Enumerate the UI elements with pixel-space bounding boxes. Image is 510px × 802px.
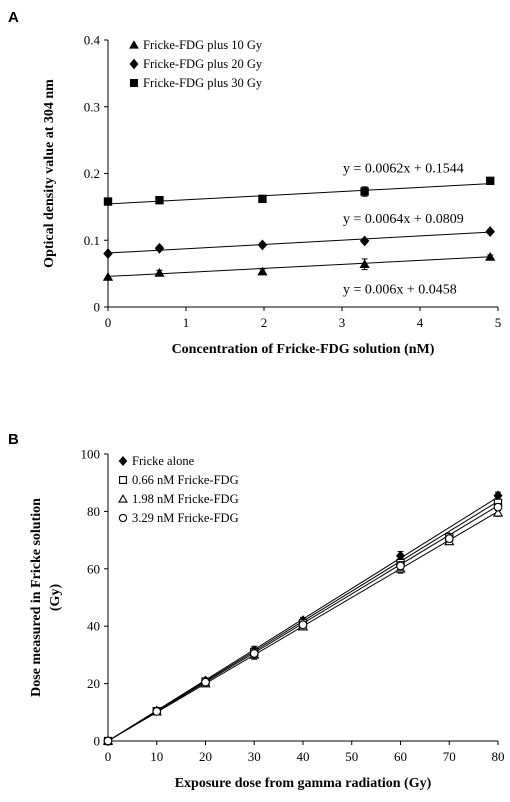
legend-item: Fricke-FDG plus 20 Gy <box>129 57 263 71</box>
y-tick-label: 0.3 <box>84 99 100 114</box>
data-point <box>152 707 162 716</box>
x-tick-label: 30 <box>248 749 261 764</box>
x-axis-label: Concentration of Fricke-FDG solution (nM… <box>172 342 435 357</box>
x-tick-label: 1 <box>183 315 190 330</box>
series-triangle: y = 0.006x + 0.0458 <box>102 251 496 298</box>
data-point <box>486 176 495 186</box>
y-axis-label: Optical density value at 304 nm <box>42 79 57 268</box>
legend-item: 3.29 nM Fricke-FDG <box>118 511 239 525</box>
data-point <box>103 197 113 206</box>
y-tick-label: 0.4 <box>84 33 101 48</box>
data-point <box>492 507 504 517</box>
y-axis-label: Dose measured in Fricke solution (Gy) <box>29 498 63 697</box>
y-tick-label: 0.1 <box>84 233 100 248</box>
legend-marker <box>129 40 139 49</box>
data-point <box>258 194 267 204</box>
legend-label: Fricke-FDG plus 10 Gy <box>143 38 263 52</box>
panel-label: B <box>8 431 19 448</box>
data-point <box>298 620 308 630</box>
y-tick-label: 100 <box>81 447 101 462</box>
data-point <box>257 266 268 276</box>
data-point <box>493 502 503 512</box>
y-tick-label: 80 <box>87 504 100 519</box>
x-tick-label: 2 <box>261 315 268 330</box>
x-tick-label: 80 <box>492 749 505 764</box>
data-point <box>444 534 454 544</box>
x-tick-label: 20 <box>199 749 212 764</box>
data-point <box>249 649 259 658</box>
x-tick-label: 3 <box>339 315 346 330</box>
data-point <box>485 251 496 261</box>
data-point <box>201 677 210 687</box>
x-tick-label: 50 <box>345 749 358 764</box>
legend-label: Fricke-FDG plus 30 Gy <box>143 76 263 90</box>
chart-panel-b: B 0 20 40 60 80 100 0 10 20 30 40 50 60 70 80 Exposure d… <box>8 431 505 791</box>
x-tick-label: 60 <box>394 749 407 764</box>
data-point <box>360 187 369 196</box>
x-tick-label: 70 <box>443 749 456 764</box>
data-point <box>103 248 113 260</box>
trend-equation: y = 0.0064x + 0.0809 <box>343 212 464 227</box>
legend-label: Fricke-FDG plus 20 Gy <box>143 57 263 71</box>
trend-equation: y = 0.006x + 0.0458 <box>343 283 457 298</box>
trend-line <box>107 231 491 254</box>
x-tick-label: 4 <box>417 315 424 330</box>
data-point <box>359 235 370 247</box>
legend-item: Fricke-FDG plus 10 Gy <box>129 38 263 52</box>
y-axis-label-line: (Gy) <box>48 584 63 612</box>
y-tick-label: 60 <box>87 561 100 576</box>
series-square: y = 0.0062x + 0.1544 <box>103 162 495 206</box>
legend-marker <box>130 79 138 87</box>
legend-label: 3.29 nM Fricke-FDG <box>132 511 239 525</box>
legend-marker <box>118 494 128 503</box>
trend-line <box>107 256 491 277</box>
x-axis-label: Exposure dose from gamma radiation (Gy) <box>175 776 432 791</box>
legend-marker <box>119 476 127 484</box>
x-tick-label: 10 <box>150 749 163 764</box>
x-tick-label: 40 <box>297 749 310 764</box>
y-tick-label: 40 <box>87 619 100 634</box>
y-axis-label-line: Dose measured in Fricke solution <box>29 498 44 697</box>
data-point <box>396 561 405 571</box>
legend-marker <box>118 513 128 523</box>
data-point <box>102 271 114 281</box>
data-point <box>359 259 370 269</box>
series-open-circle <box>103 502 503 746</box>
legend-item: 1.98 nM Fricke-FDG <box>118 492 239 506</box>
chart-panel-a: A 0 0.1 0.2 0.3 0.4 0 1 2 3 4 5 Concentration of Fri… <box>8 9 501 357</box>
data-point <box>257 239 268 251</box>
y-tick-label: 20 <box>87 676 100 691</box>
x-tick-label: 0 <box>105 749 112 764</box>
legend-label: 1.98 nM Fricke-FDG <box>132 492 239 506</box>
series-diamond: y = 0.0064x + 0.0809 <box>103 212 495 260</box>
data-point <box>154 242 165 254</box>
legend-marker <box>129 58 139 70</box>
legend-item: Fricke-FDG plus 30 Gy <box>130 76 263 90</box>
y-tick-label: 0 <box>94 300 101 315</box>
x-tick-label: 5 <box>495 315 502 330</box>
x-tick-label: 0 <box>105 315 112 330</box>
trend-equation: y = 0.0062x + 0.1544 <box>343 162 464 177</box>
legend-item: 0.66 nM Fricke-FDG <box>119 473 239 487</box>
data-point <box>155 196 164 205</box>
data-point <box>103 736 113 746</box>
y-tick-label: 0.2 <box>84 166 100 181</box>
trend-line <box>107 183 491 205</box>
panel-label: A <box>8 9 19 26</box>
y-tick-label: 0 <box>94 734 101 749</box>
legend-label: Fricke alone <box>132 454 195 468</box>
legend-label: 0.66 nM Fricke-FDG <box>132 473 239 487</box>
data-point <box>485 226 495 238</box>
legend-item: Fricke alone <box>118 454 195 468</box>
legend-marker <box>118 456 128 466</box>
data-point <box>154 267 165 277</box>
